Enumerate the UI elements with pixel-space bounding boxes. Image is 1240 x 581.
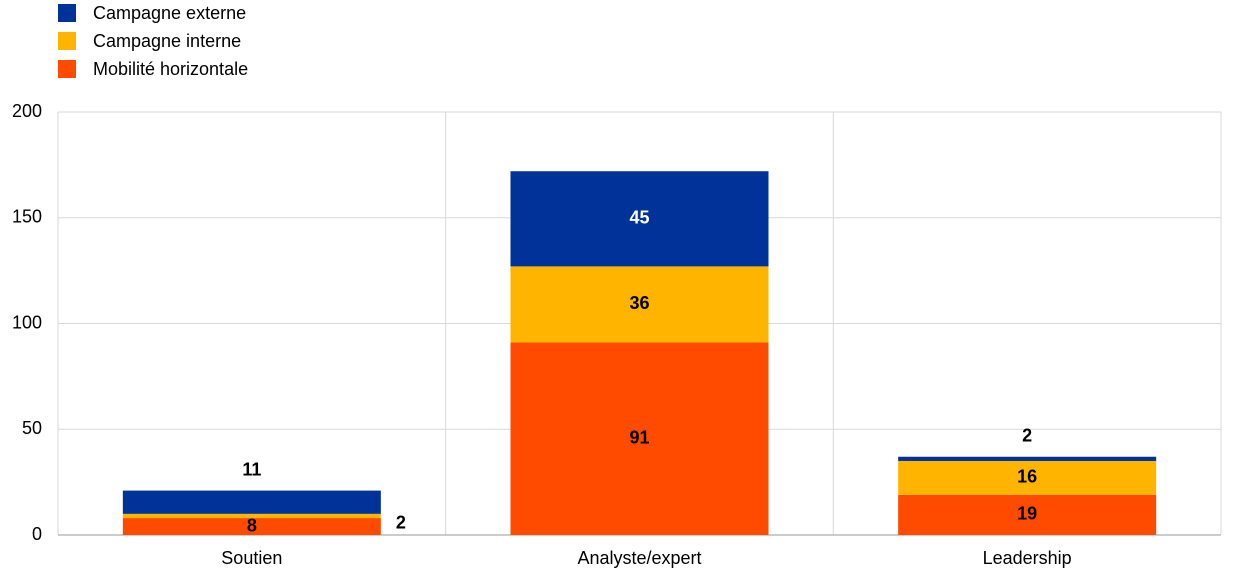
value-label: 91 xyxy=(629,428,649,448)
value-label: 11 xyxy=(242,459,261,479)
value-label: 2 xyxy=(1022,425,1032,445)
legend-label: Campagne externe xyxy=(93,3,246,23)
bar-segment xyxy=(122,513,381,519)
bar-segment xyxy=(898,460,1157,495)
bar-segment xyxy=(898,494,1157,535)
value-label: 16 xyxy=(1017,467,1037,487)
legend-swatch xyxy=(58,32,76,50)
value-label: 2 xyxy=(396,513,406,533)
bar-segment xyxy=(510,266,769,343)
bar-segment xyxy=(510,171,769,267)
bar-segment xyxy=(898,456,1157,461)
y-tick-label: 0 xyxy=(32,524,42,544)
value-label: 8 xyxy=(247,515,257,535)
legend-label: Mobilité horizontale xyxy=(93,59,248,79)
y-tick-label: 150 xyxy=(12,207,42,227)
x-tick-label: Leadership xyxy=(983,548,1072,568)
x-tick-label: Soutien xyxy=(221,548,282,568)
bar-segment xyxy=(122,490,381,514)
y-tick-label: 50 xyxy=(22,418,42,438)
y-tick-label: 100 xyxy=(12,312,42,332)
legend-swatch xyxy=(58,60,76,78)
bar-segment xyxy=(122,518,381,535)
bar-segment xyxy=(510,342,769,535)
value-label: 45 xyxy=(629,208,649,228)
value-label: 36 xyxy=(629,293,649,313)
value-label: 19 xyxy=(1017,504,1037,524)
legend-swatch xyxy=(58,4,76,22)
x-tick-label: Analyste/expert xyxy=(577,548,701,568)
legend-label: Campagne interne xyxy=(93,31,241,51)
y-tick-label: 200 xyxy=(12,101,42,121)
